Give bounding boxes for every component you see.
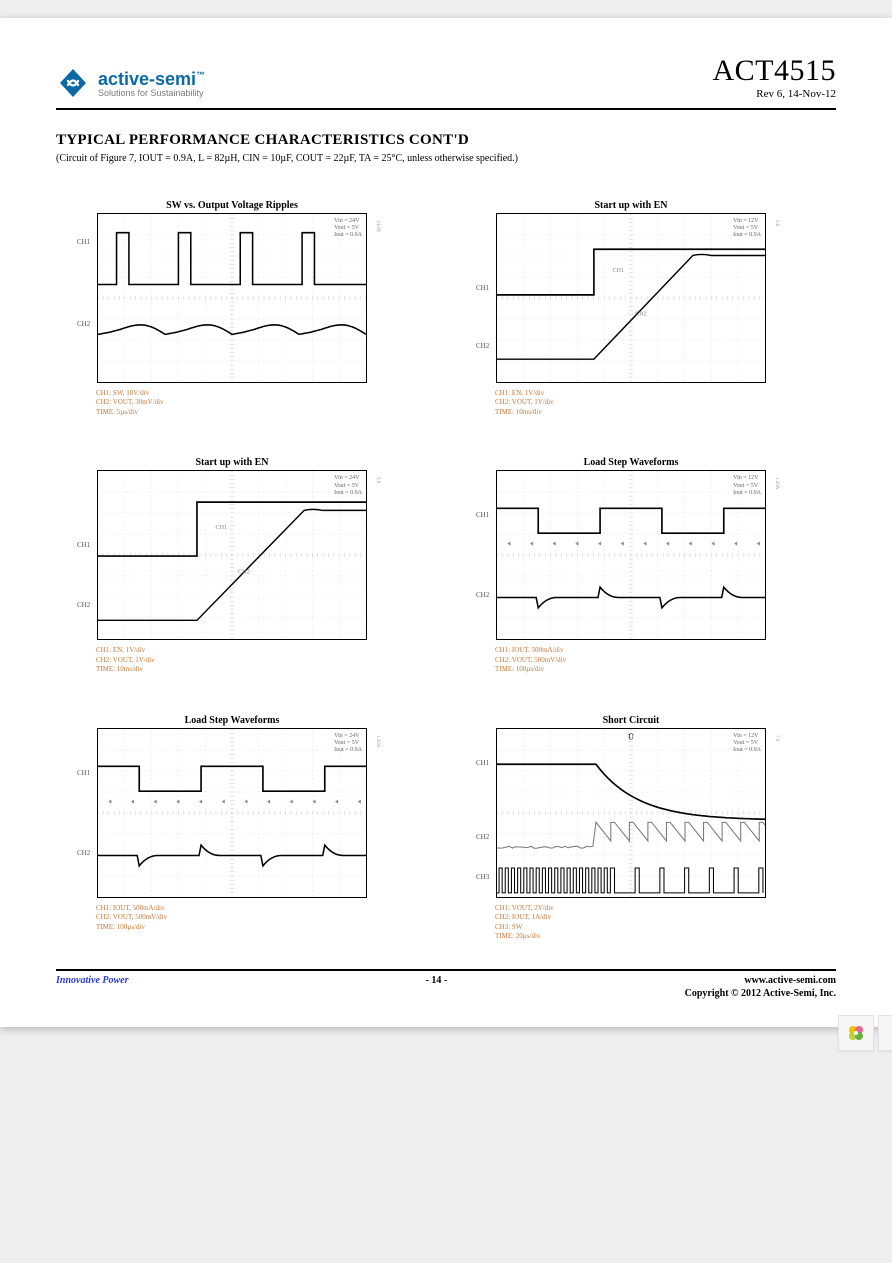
section-title: TYPICAL PERFORMANCE CHARACTERISTICS CONT… <box>56 132 836 149</box>
scope-frame: CH1 CH2 CH1CH2 Vin = 12VVout = 5VIout = … <box>496 213 766 383</box>
svg-text:CH1: CH1 <box>216 524 228 531</box>
brand-name: active-semi <box>98 69 196 89</box>
right-scale: 5.6 <box>774 220 779 226</box>
flower-icon-button[interactable] <box>838 1015 874 1051</box>
channel-label: CH1 <box>76 238 91 246</box>
scope-legend: CH1: IOUT, 500mA/divCH2: VOUT, 500mV/div… <box>96 904 382 932</box>
right-scale: 7.0 <box>774 735 779 741</box>
scope-panel: Load Step Waveforms CH1CH2 Vin = 12VVout… <box>481 457 781 674</box>
scope-grid: SW vs. Output Voltage Ripples CH1CH2 Vin… <box>56 200 836 941</box>
scope-title: Start up with EN <box>82 457 382 468</box>
scope-frame: Ū CH1CH2CH3 Vin = 12VVout = 5VIout = 0.9… <box>496 728 766 898</box>
footer-url: www.active-semi.com <box>744 975 836 986</box>
part-number: ACT4515 <box>713 54 837 88</box>
flower-icon <box>846 1023 866 1043</box>
scope-panel: Start up with EN CH1 CH2 CH1CH2 Vin = 12… <box>481 200 781 417</box>
page-footer: Innovative Power - 14 - www.active-semi.… <box>56 969 836 999</box>
scope-title: SW vs. Output Voltage Ripples <box>82 200 382 211</box>
next-page-button[interactable]: › <box>878 1015 892 1051</box>
scope-frame: CH1CH2 Vin = 12VVout = 5VIout = 0.9A 1.3… <box>496 470 766 640</box>
test-conditions: (Circuit of Figure 7, IOUT = 0.9A, L = 8… <box>56 153 836 164</box>
scope-panel: Load Step Waveforms CH1CH2 Vin = 24VVout… <box>82 715 382 942</box>
channel-label: CH1 <box>475 284 490 292</box>
scope-panel: Start up with EN CH1 CH2 CH1CH2 Vin = 24… <box>82 457 382 674</box>
page-header: active-semi™ Solutions for Sustainabilit… <box>56 54 836 110</box>
svg-text:Ū: Ū <box>628 732 634 741</box>
brand-tm: ™ <box>196 70 205 80</box>
channel-label: CH3 <box>475 873 490 881</box>
scope-legend: CH1: SW, 10V/divCH2: VOUT, 30mV/divTIME:… <box>96 389 382 417</box>
viewer-nav: › <box>838 1015 892 1051</box>
channel-label: CH1 <box>76 769 91 777</box>
footer-left: Innovative Power <box>56 975 129 986</box>
datasheet-page: active-semi™ Solutions for Sustainabilit… <box>0 18 892 1027</box>
scope-conditions: Vin = 24VVout = 5VIout = 0.9A <box>334 733 362 755</box>
scope-title: Short Circuit <box>481 715 781 726</box>
channel-label: CH2 <box>76 601 91 609</box>
brand-tagline: Solutions for Sustainability <box>98 88 205 98</box>
scope-conditions: Vin = 12VVout = 5VIout = 0.9A <box>733 475 761 497</box>
footer-page-number: - 14 - <box>426 975 448 986</box>
channel-label: CH1 <box>76 541 91 549</box>
revision: Rev 6, 14-Nov-12 <box>713 88 837 100</box>
channel-label: CH2 <box>475 833 490 841</box>
svg-text:CH1: CH1 <box>612 267 624 274</box>
scope-frame: CH1CH2 Vin = 24VVout = 5VIout = 0.9A 1.3… <box>97 728 367 898</box>
scope-frame: CH1CH2 Vin = 24VVout = 5VIout = 0.9A 14.… <box>97 213 367 383</box>
channel-label: CH1 <box>475 511 490 519</box>
right-scale: 1.30A <box>774 477 779 489</box>
scope-panel: SW vs. Output Voltage Ripples CH1CH2 Vin… <box>82 200 382 417</box>
scope-conditions: Vin = 12VVout = 5VIout = 0.9A <box>733 733 761 755</box>
svg-text:CH2: CH2 <box>238 569 250 576</box>
scope-title: Load Step Waveforms <box>481 457 781 468</box>
scope-frame: CH1 CH2 CH1CH2 Vin = 24VVout = 5VIout = … <box>97 470 367 640</box>
company-logo: active-semi™ Solutions for Sustainabilit… <box>56 66 205 100</box>
right-scale: 1.30A <box>375 735 380 747</box>
channel-label: CH2 <box>76 320 91 328</box>
channel-label: CH1 <box>475 759 490 767</box>
footer-copyright: Copyright © 2012 Active-Semi, Inc. <box>56 988 836 999</box>
scope-title: Start up with EN <box>481 200 781 211</box>
scope-conditions: Vin = 24VVout = 5VIout = 0.9A <box>334 218 362 240</box>
part-box: ACT4515 Rev 6, 14-Nov-12 <box>713 54 837 100</box>
logo-mark-icon <box>56 66 90 100</box>
channel-label: CH2 <box>475 591 490 599</box>
channel-label: CH2 <box>475 342 490 350</box>
scope-legend: CH1: EN, 1V/divCH2: VOUT, 1V/divTIME: 10… <box>96 646 382 674</box>
scope-legend: CH1: VOUT, 2V/divCH2: IOUT, 1A/divCH3: S… <box>495 904 781 942</box>
svg-text:CH2: CH2 <box>635 311 647 318</box>
channel-label: CH2 <box>76 849 91 857</box>
right-scale: 14.0V <box>375 220 380 232</box>
scope-legend: CH1: IOUT, 500mA/divCH2: VOUT, 500mV/div… <box>495 646 781 674</box>
scope-conditions: Vin = 12VVout = 5VIout = 0.9A <box>733 218 761 240</box>
scope-conditions: Vin = 24VVout = 5VIout = 0.9A <box>334 475 362 497</box>
scope-legend: CH1: EN, 1V/divCH2: VOUT, 1V/divTIME: 10… <box>495 389 781 417</box>
logo-text: active-semi™ Solutions for Sustainabilit… <box>98 69 205 98</box>
right-scale: 5.6 <box>375 477 380 483</box>
scope-panel: Short Circuit Ū CH1CH2CH3 Vin = 12VVout … <box>481 715 781 942</box>
scope-title: Load Step Waveforms <box>82 715 382 726</box>
